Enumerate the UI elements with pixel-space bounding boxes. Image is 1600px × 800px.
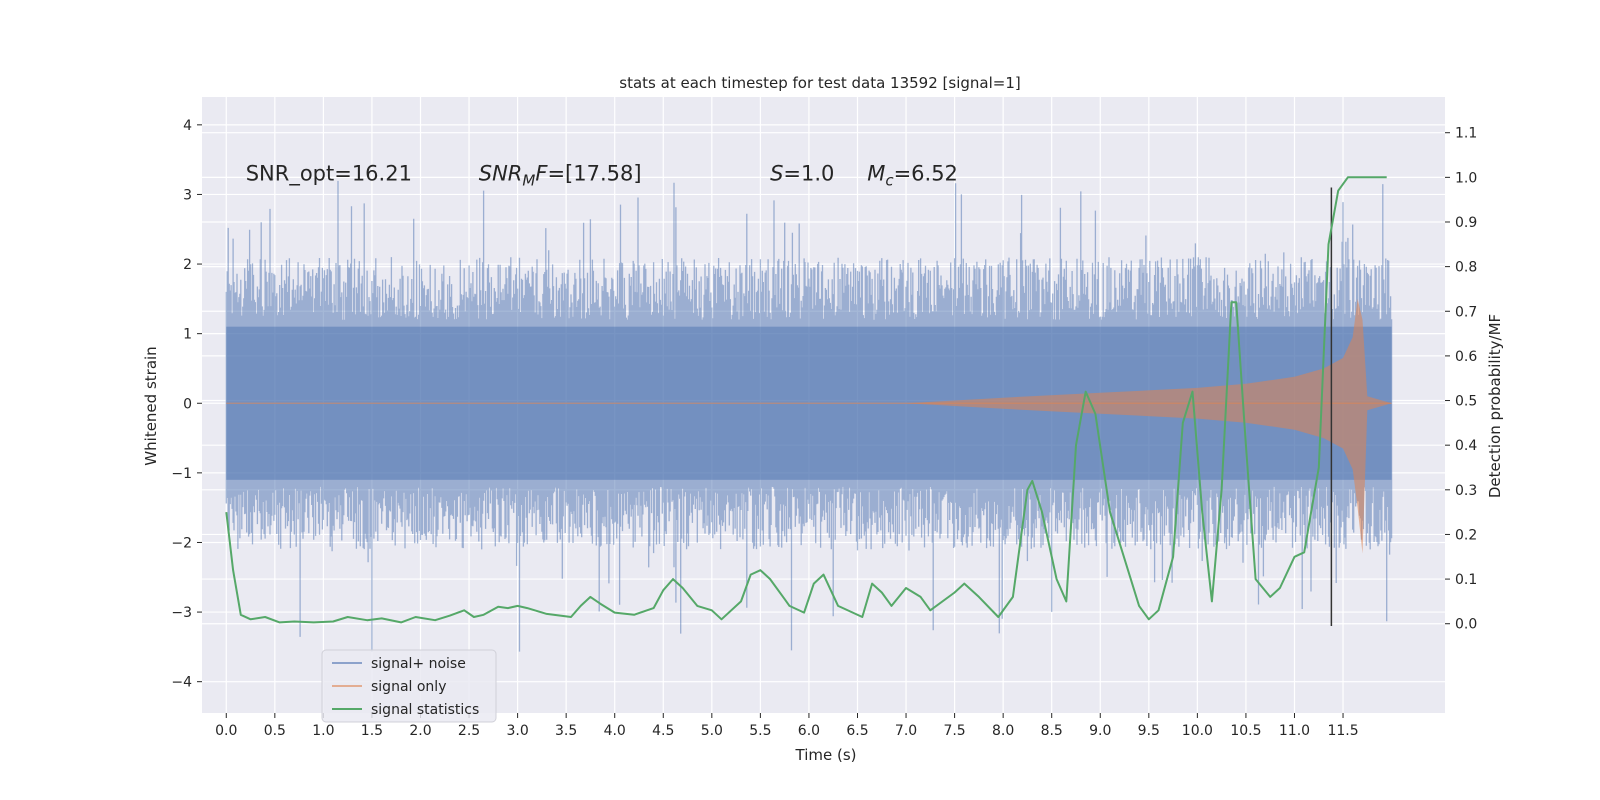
x-tick-label-5: 2.5	[458, 723, 480, 739]
x-tick-label-2: 1.0	[312, 723, 334, 739]
x-tick-label-22: 11.0	[1279, 723, 1310, 739]
x-tick-label-19: 9.5	[1138, 723, 1160, 739]
y2-axis-ticks: 0.0 0.1 0.2 0.3 0.4 0.5 0.6 0.7 0.8 0.9 1.0 1.1	[1445, 126, 1477, 633]
y-tick-label-2: −2	[171, 535, 192, 551]
y2-tick-label-9: 0.9	[1455, 215, 1477, 231]
y-tick-label-6: 2	[183, 257, 192, 273]
y2-tick-label-3: 0.3	[1455, 483, 1477, 499]
x-tick-label-7: 3.5	[555, 723, 577, 739]
x-tick-label-8: 4.0	[604, 723, 626, 739]
x-tick-label-17: 8.5	[1041, 723, 1063, 739]
x-tick-label-18: 9.0	[1089, 723, 1111, 739]
x-tick-label-21: 10.5	[1230, 723, 1261, 739]
y2-tick-label-2: 0.2	[1455, 527, 1477, 543]
x-tick-label-14: 7.0	[895, 723, 917, 739]
y2-tick-label-6: 0.6	[1455, 349, 1477, 365]
y2-tick-label-4: 0.4	[1455, 438, 1477, 454]
signal-statistics-line	[225, 176, 1387, 624]
legend-box	[321, 649, 497, 723]
annotation-1: SNRMF=[17.58]	[479, 162, 642, 190]
x-tick-label-13: 6.5	[846, 723, 868, 739]
x-tick-label-12: 6.0	[798, 723, 820, 739]
y-tick-label-7: 3	[183, 187, 192, 203]
x-tick-label-0: 0.0	[215, 723, 237, 739]
y-tick-label-0: −4	[171, 675, 192, 691]
y2-tick-label-1: 0.1	[1455, 572, 1477, 588]
y2-tick-label-11: 1.1	[1455, 126, 1477, 142]
x-tick-label-6: 3.0	[506, 723, 528, 739]
x-tick-label-9: 4.5	[652, 723, 674, 739]
x-axis-label: Time (s)	[795, 746, 857, 764]
y-tick-label-4: 0	[183, 396, 192, 412]
legend-label-signal-noise: signal+ noise	[371, 656, 466, 672]
legend-label-signal-only: signal only	[371, 679, 446, 695]
annotation-0: SNR_opt=16.21	[246, 162, 412, 187]
chart-title: stats at each timestep for test data 135…	[619, 74, 1020, 92]
x-tick-label-15: 7.5	[943, 723, 965, 739]
series-signal-only	[226, 298, 1392, 554]
x-axis-ticks: 0.0 0.5 1.0 1.5 2.0 2.5 3.0 3.5 4.0 4.5 5.0 5.5 6.0 6…	[215, 713, 1359, 739]
y2-tick-label-5: 0.5	[1455, 394, 1477, 410]
x-tick-label-3: 1.5	[361, 723, 383, 739]
y-tick-label-3: −1	[171, 466, 192, 482]
y-tick-label-5: 1	[183, 327, 192, 343]
y-axis-ticks: −4 −3 −2 −1 0 1 2 3 4	[171, 118, 202, 691]
legend: signal+ noise signal only signal statist…	[321, 649, 497, 723]
x-tick-label-16: 8.0	[992, 723, 1014, 739]
x-tick-label-20: 10.0	[1182, 723, 1213, 739]
y2-tick-label-8: 0.8	[1455, 260, 1477, 276]
signal-only-envelope	[906, 298, 1392, 554]
y2-tick-label-10: 1.0	[1455, 170, 1477, 186]
y-axis-label: Whitened strain	[142, 346, 160, 465]
series-signal-statistics	[225, 176, 1387, 624]
y2-axis-label: Detection probability/MF	[1486, 314, 1504, 498]
x-tick-label-10: 5.0	[701, 723, 723, 739]
x-tick-label-4: 2.0	[409, 723, 431, 739]
x-tick-label-1: 0.5	[264, 723, 286, 739]
y2-tick-label-7: 0.7	[1455, 304, 1477, 320]
x-tick-label-23: 11.5	[1327, 723, 1358, 739]
legend-label-signal-statistics: signal statistics	[371, 702, 479, 718]
y-tick-label-1: −3	[171, 605, 192, 621]
y-tick-label-8: 4	[183, 118, 192, 134]
y2-tick-label-0: 0.0	[1455, 617, 1477, 633]
x-tick-label-11: 5.5	[749, 723, 771, 739]
annotations: SNR_opt=16.21 SNRMF=[17.58] S=1.0 Mc=6.52	[246, 162, 958, 190]
annotation-2: S=1.0	[770, 162, 834, 186]
annotation-3: Mc=6.52	[867, 162, 958, 190]
